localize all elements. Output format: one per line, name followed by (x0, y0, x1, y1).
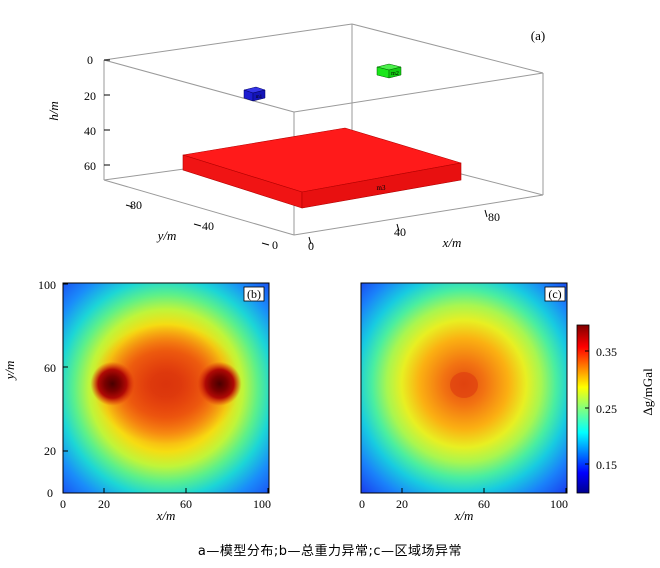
figure-caption: a—模型分布;b—总重力异常;c—区域场异常 (197, 544, 463, 559)
cb-tick-035: 0.35 (596, 345, 617, 359)
b-ytick-100: 100 (38, 278, 56, 292)
y-tick-80: 80 (130, 198, 142, 212)
panel-c-label: (c) (548, 287, 561, 301)
cb-tick-015: 0.15 (596, 458, 617, 472)
c-xtick-60: 60 (478, 497, 490, 511)
panel-b: 0 20 60 100 0 20 60 100 x/m y/m (b) (2, 278, 271, 523)
colorbar-label: Δg/mGal (640, 368, 655, 416)
b-ytick-60: 60 (44, 361, 56, 375)
cb-tick-025: 0.25 (596, 402, 617, 416)
h-tick-40: 40 (84, 124, 96, 138)
heatmap-b (63, 283, 269, 493)
y-axis-label-a: y/m (156, 228, 177, 243)
local-high-left (90, 361, 135, 406)
x-tick-0: 0 (308, 239, 314, 253)
b-ylabel: y/m (2, 361, 17, 382)
y-tick-0: 0 (272, 238, 278, 252)
x-axis-label-a: x/m (442, 235, 462, 250)
x-tick-80: 80 (488, 210, 500, 224)
panel-a: 0 20 40 60 h/m 80 40 0 y/m 0 40 80 x/m (… (46, 23, 545, 253)
b-ytick-20: 20 (44, 444, 56, 458)
body-m2: m2 (376, 63, 402, 79)
h-axis-label: h/m (46, 101, 61, 121)
c-xtick-100: 100 (550, 497, 568, 511)
local-high-right (197, 361, 242, 406)
panel-c-ticks (360, 488, 567, 493)
c-xlabel: x/m (454, 508, 474, 523)
c-xtick-0: 0 (359, 497, 365, 511)
h-axis-ticks (104, 59, 488, 246)
x-tick-40: 40 (394, 225, 406, 239)
colorbar: 0.15 0.25 0.35 Δg/mGal (576, 324, 655, 494)
heatmap-c (361, 283, 567, 493)
panel-c: 0 20 60 100 x/m (c) (359, 282, 568, 523)
panel-b-ticks (62, 283, 269, 493)
b-xlabel: x/m (156, 508, 176, 523)
b-xtick-100: 100 (253, 497, 271, 511)
b-xtick-60: 60 (180, 497, 192, 511)
panel-a-label: (a) (531, 28, 545, 43)
body-m1: m1 (243, 86, 266, 102)
h-tick-60: 60 (84, 159, 96, 173)
c-xtick-20: 20 (396, 497, 408, 511)
y-tick-40: 40 (202, 219, 214, 233)
body-m3-label: m3 (377, 184, 386, 192)
body-m3: m3 (182, 127, 462, 209)
h-tick-20: 20 (84, 89, 96, 103)
b-xtick-0: 0 (60, 497, 66, 511)
b-xtick-20: 20 (98, 497, 110, 511)
panel-b-label: (b) (247, 287, 261, 301)
h-tick-0: 0 (87, 53, 93, 67)
body-m1-label: m1 (256, 95, 263, 100)
body-m2-label: m2 (391, 71, 399, 77)
b-ytick-0: 0 (47, 486, 53, 500)
